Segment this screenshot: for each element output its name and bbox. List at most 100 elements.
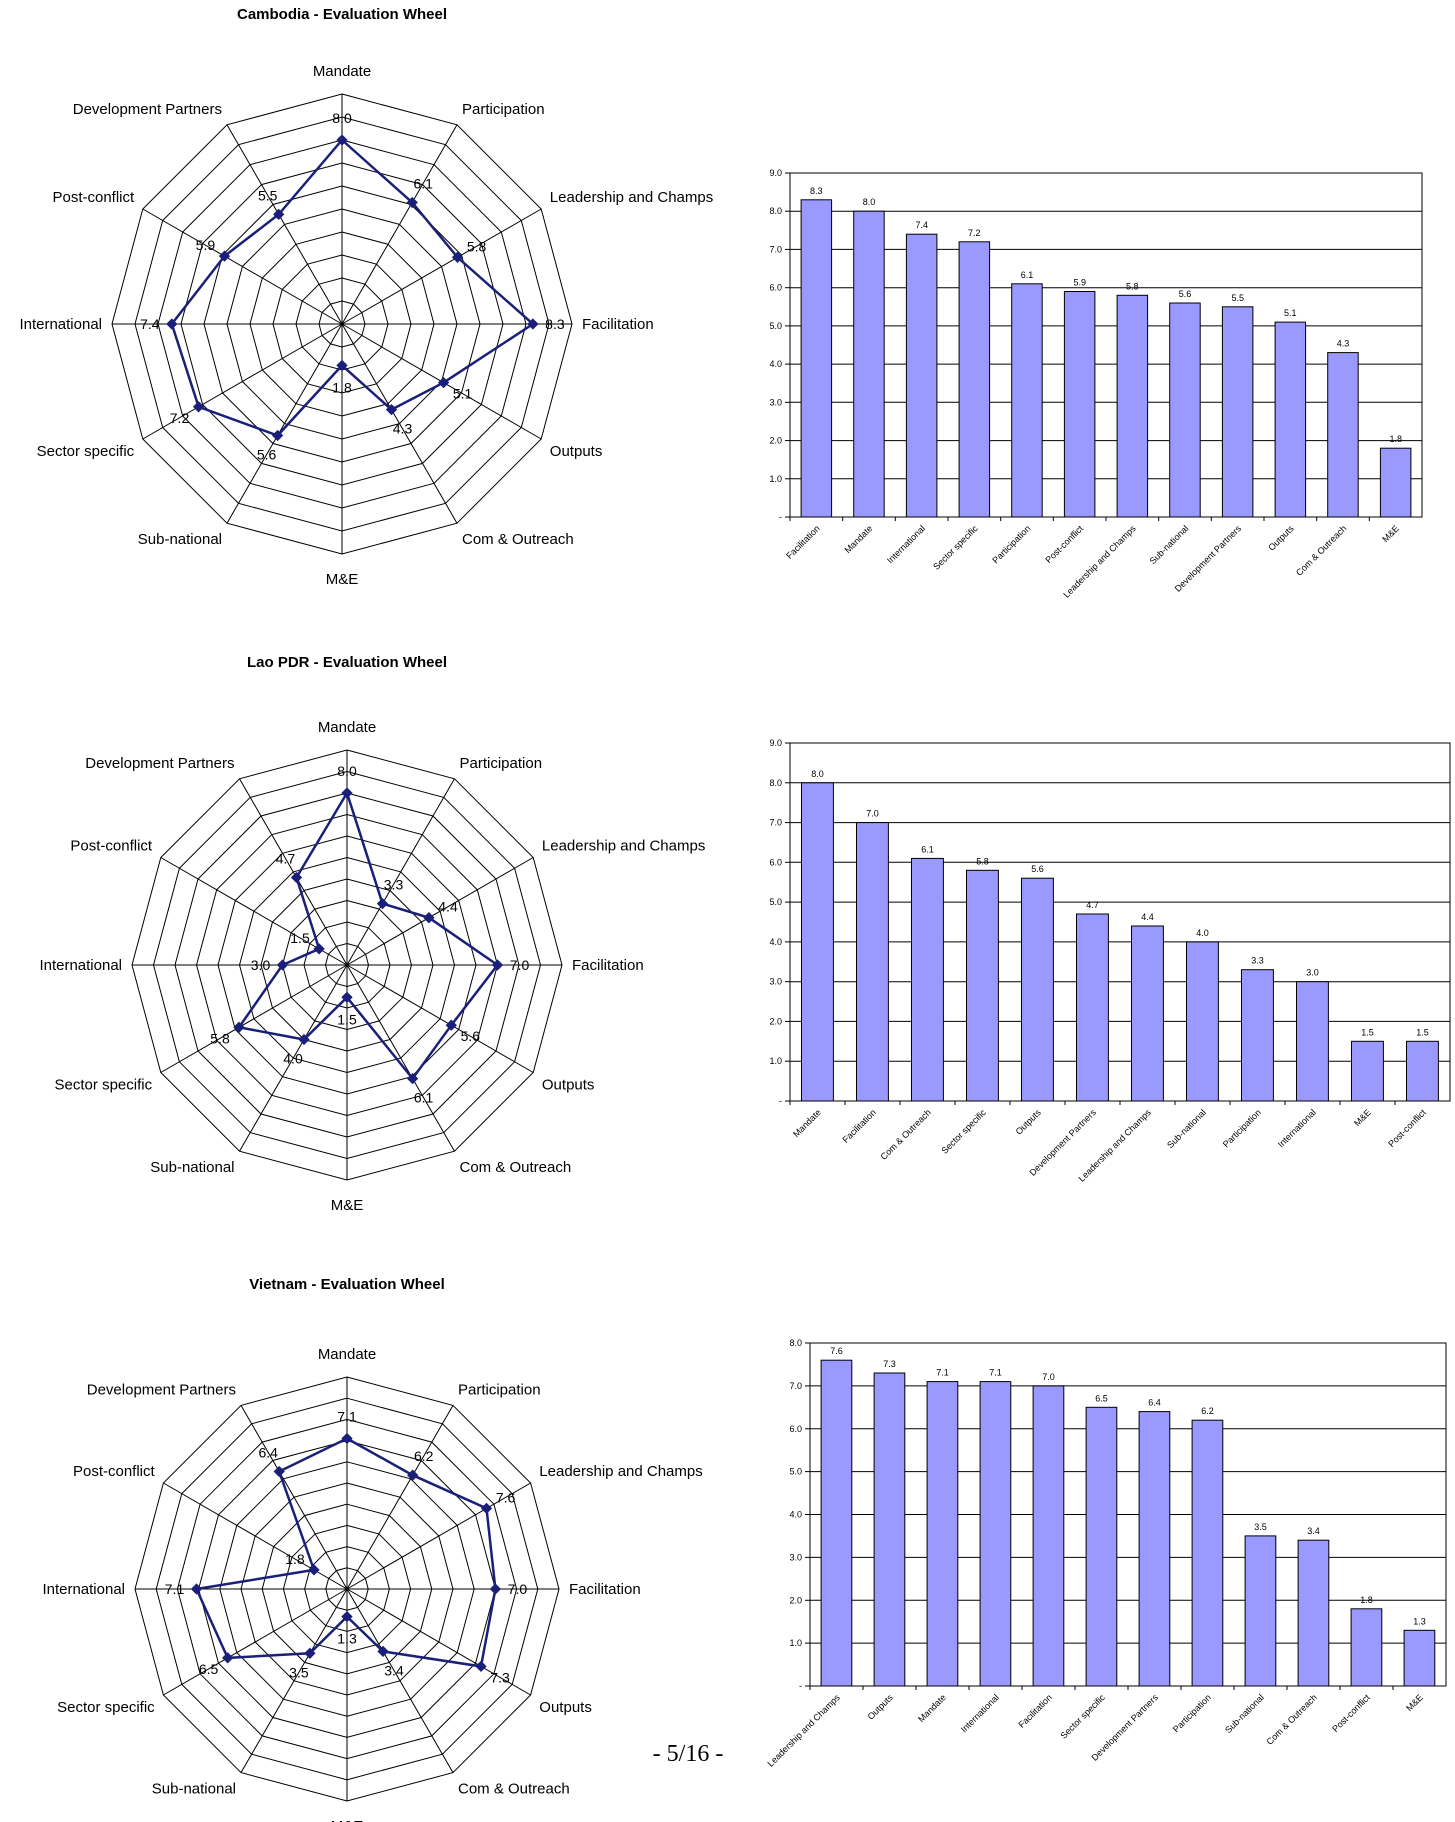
data-label-participation: 6.1 [1021, 270, 1034, 280]
spoke-line [240, 1405, 348, 1590]
spoke-line [142, 323, 343, 440]
spoke-line [160, 964, 348, 1073]
x-tick-label-mande: M&E [1380, 523, 1401, 544]
value-label-post-conflict: 1.5 [290, 930, 310, 946]
bar-international [1296, 981, 1329, 1102]
value-label-mandate: 7.1 [337, 1409, 357, 1425]
bar-facilitation [800, 199, 833, 518]
spoke-line [341, 124, 458, 325]
axis-label-sub-national: Sub-national [138, 531, 222, 548]
bar-leadership-and-champs [1116, 294, 1149, 518]
axis-label-development-partners: Development Partners [85, 755, 234, 772]
data-point-international [166, 318, 178, 330]
data-label-participation: 3.3 [1251, 956, 1264, 966]
data-point-post-conflict [218, 250, 231, 262]
value-label-sector-specific: 6.5 [199, 1661, 219, 1677]
value-label-international: 7.1 [165, 1581, 185, 1597]
axis-label-sector-specific: Sector specific [37, 443, 135, 460]
axis-label-mandate: Mandate [318, 1346, 376, 1363]
data-label-international: 7.1 [989, 1368, 1002, 1378]
data-label-development-partners: 4.7 [1086, 900, 1099, 910]
spoke-line [226, 323, 343, 524]
data-label-facilitation: 7.0 [1042, 1372, 1055, 1382]
data-point-post-conflict [308, 1564, 320, 1576]
axis-label-outputs: Outputs [550, 443, 603, 460]
cambodia-evaluation-wheel: Cambodia - Evaluation Wheel 8.0 6.1 5.8 8.3 5… [19, 6, 713, 588]
y-tick-label: 8.0 [789, 1338, 802, 1348]
y-tick-label: 4.0 [769, 359, 782, 369]
x-tick-label-mandate: Mandate [843, 523, 875, 555]
value-label-international: 3.0 [251, 957, 271, 973]
x-tick-label-participation: Participation [1221, 1107, 1263, 1149]
page-number: - 5/16 - [653, 1741, 724, 1767]
value-label-sub-national: 3.5 [289, 1664, 309, 1680]
value-label-development-partners: 4.7 [276, 850, 296, 866]
bar-com-and-outreach [1297, 1539, 1330, 1687]
y-tick-label: 2.0 [789, 1595, 802, 1605]
data-point-com-and-outreach [406, 1072, 419, 1085]
data-point-com-and-outreach [377, 1645, 389, 1658]
spoke-line [226, 124, 343, 325]
value-label-international: 7.4 [140, 316, 160, 332]
y-tick-label: 5.0 [769, 321, 782, 331]
bar-facilitation [856, 822, 889, 1102]
value-label-outputs: 7.3 [490, 1669, 510, 1685]
vietnam-evaluation-wheel: Vietnam - Evaluation Wheel 7.1 6.2 7.6 7.0 7.… [42, 1276, 702, 1822]
data-point-mande [336, 359, 348, 372]
axis-label-outputs: Outputs [539, 1699, 592, 1716]
bar-post-conflict [1063, 291, 1096, 518]
value-label-participation: 6.2 [414, 1448, 434, 1464]
spoke-line [346, 778, 455, 966]
y-tick-label: 9.0 [769, 738, 782, 748]
axis-label-development-partners: Development Partners [87, 1382, 236, 1399]
value-label-com-and-outreach: 6.1 [414, 1090, 434, 1106]
data-point-mandate [336, 134, 348, 146]
spoke-line [240, 1588, 348, 1773]
x-tick-label-com-and-outreach: Com & Outreach [1294, 523, 1348, 577]
axis-label-development-partners: Development Partners [73, 101, 222, 118]
chart-title: Cambodia - Evaluation Wheel [237, 6, 447, 23]
y-tick-label: 7.0 [769, 244, 782, 254]
data-label-mandate: 8.0 [863, 197, 876, 207]
spoke-line [346, 1482, 531, 1590]
axis-label-leadership-and-champs: Leadership and Champs [550, 189, 713, 206]
bar-outputs [1021, 877, 1054, 1102]
x-tick-label-international: International [885, 523, 927, 565]
bar-facilitation [1032, 1385, 1065, 1687]
x-tick-label-mandate: Mandate [791, 1107, 823, 1139]
x-tick-label-com-and-outreach: Com & Outreach [1264, 1692, 1318, 1746]
axis-label-international: International [42, 1581, 125, 1598]
data-point-sector-specific [222, 1652, 234, 1664]
value-label-facilitation: 7.0 [508, 1581, 528, 1597]
bar-development-partners [1221, 306, 1254, 518]
y-tick-label: 6.0 [789, 1424, 802, 1434]
x-tick-label-participation: Participation [1171, 1692, 1213, 1734]
spoke-line [346, 1588, 454, 1773]
y-tick-label: 1.0 [769, 1056, 782, 1066]
bar-participation [1191, 1419, 1224, 1687]
data-label-com-and-outreach: 4.3 [1337, 339, 1350, 349]
data-label-mande: 1.8 [1389, 434, 1402, 444]
chart-title: Lao PDR - Evaluation Wheel [247, 654, 447, 671]
y-tick-label: - [779, 1096, 782, 1106]
lao-pdr-evaluation-wheel: Lao PDR - Evaluation Wheel 8.0 3.3 4.4 7.0 5.… [39, 654, 705, 1214]
data-label-outputs: 5.1 [1284, 308, 1297, 318]
x-tick-label-outputs: Outputs [1014, 1107, 1044, 1137]
x-tick-label-sub-national: Sub-national [1223, 1692, 1266, 1735]
x-tick-label-sector-specific: Sector specific [931, 523, 980, 572]
y-tick-label: 4.0 [769, 937, 782, 947]
axis-label-post-conflict: Post-conflict [70, 838, 153, 855]
y-tick-label: 3.0 [769, 977, 782, 987]
data-point-participation [376, 897, 389, 910]
value-label-sub-national: 5.6 [257, 447, 277, 463]
x-tick-label-outputs: Outputs [1266, 523, 1296, 553]
spoke-line [239, 778, 348, 966]
axis-label-post-conflict: Post-conflict [73, 1463, 156, 1480]
data-label-post-conflict: 5.9 [1073, 278, 1086, 288]
axis-label-sector-specific: Sector specific [55, 1077, 153, 1094]
axis-label-sub-national: Sub-national [150, 1159, 234, 1176]
axis-label-com-and-outreach: Com & Outreach [458, 1780, 570, 1797]
bar-mandate [853, 210, 885, 518]
series-line [236, 789, 500, 1081]
